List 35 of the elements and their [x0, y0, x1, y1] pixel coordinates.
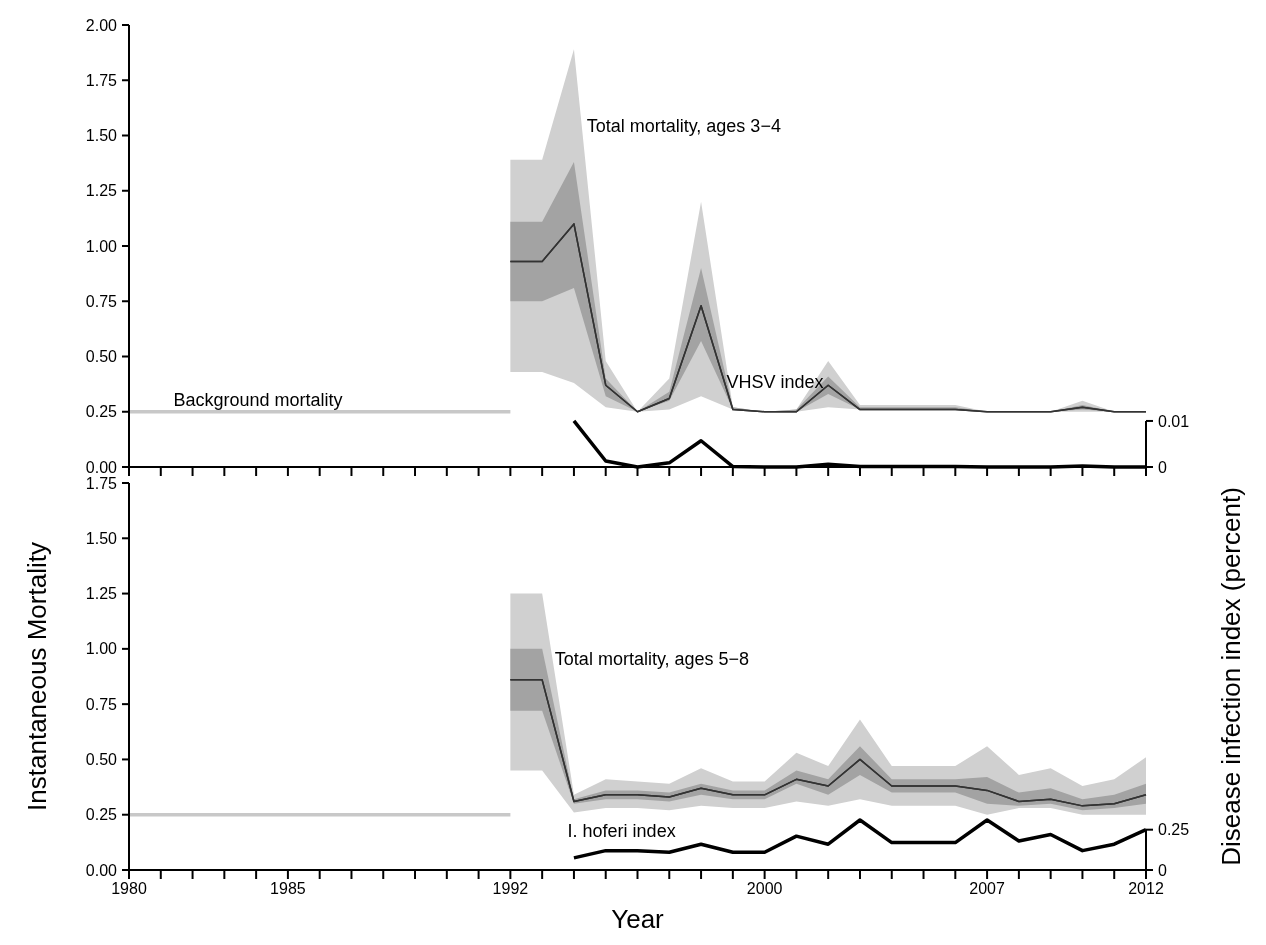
y-tick-label: 2.00 [85, 16, 118, 34]
x-tick-label: 1985 [270, 880, 306, 897]
x-tick-label: 1980 [111, 880, 147, 897]
y-tick-label: 1.25 [85, 182, 118, 200]
annotation: Total mortality, ages 5−8 [554, 648, 750, 669]
x-tick-label: 2007 [969, 880, 1005, 897]
y2-axis-title: Disease infection index (percent) [1216, 487, 1246, 866]
y2-tick-label: 0 [1158, 861, 1167, 879]
y2-tick-label: 0.25 [1158, 821, 1190, 839]
y-tick-label: 0.25 [85, 403, 118, 421]
annotation: VHSV index [726, 372, 824, 393]
y-tick-label: 0.50 [85, 751, 118, 769]
y-tick-label: 1.50 [85, 127, 118, 145]
y-tick-label: 1.00 [85, 640, 118, 658]
y2-tick-label: 0.01 [1158, 412, 1190, 430]
annotation: Total mortality, ages 3−4 [586, 115, 781, 136]
annotation: I. hoferi index [567, 821, 676, 842]
x-tick-label: 1992 [492, 880, 529, 897]
y-tick-label: 1.25 [85, 585, 118, 603]
x-tick-label: 2012 [1128, 880, 1164, 897]
y-tick-label: 1.75 [85, 474, 118, 492]
y2-tick-label: 0 [1158, 458, 1167, 476]
annotation: Background mortality [173, 389, 343, 410]
x-tick-label: 2000 [746, 880, 783, 897]
y-tick-label: 0.75 [85, 695, 118, 713]
y-tick-label: 1.50 [85, 529, 118, 547]
y-tick-label: 1.00 [85, 237, 118, 255]
y-tick-label: 0.00 [85, 861, 118, 879]
y-tick-label: 1.75 [85, 71, 118, 89]
y-tick-label: 0.75 [85, 292, 118, 310]
y-tick-label: 0.50 [85, 348, 118, 366]
y-tick-label: 0.00 [85, 458, 118, 476]
y-axis-title: Instantaneous Mortality [22, 542, 52, 811]
x-axis-title: Year [611, 904, 665, 934]
y-tick-label: 0.25 [85, 806, 118, 824]
